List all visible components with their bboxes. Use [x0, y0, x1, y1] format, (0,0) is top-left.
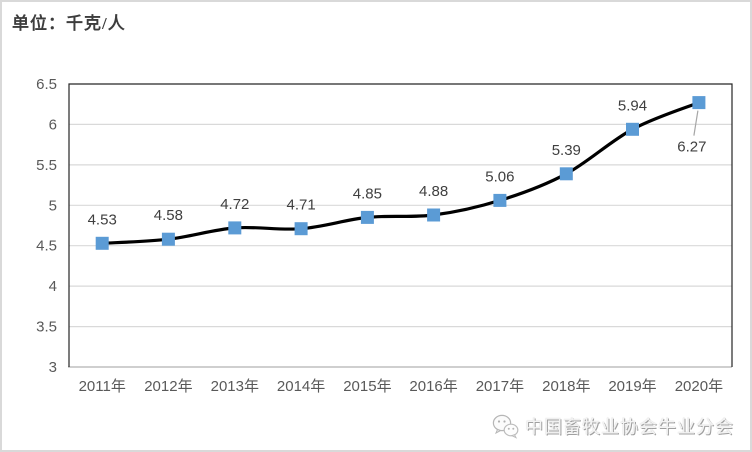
- data-point-marker: [360, 210, 374, 224]
- data-label: 4.71: [286, 197, 315, 214]
- plot-border: [68, 83, 733, 367]
- y-tick-label: 5.5: [36, 157, 57, 174]
- data-line: [100, 101, 701, 245]
- data-point-marker: [692, 96, 706, 110]
- y-tick-label: 5: [49, 197, 57, 214]
- data-label: 5.06: [485, 168, 514, 185]
- data-point-marker: [493, 193, 507, 207]
- wechat-icon: [492, 414, 519, 439]
- data-label: 6.27: [677, 139, 706, 156]
- chart-unit-label: 单位：千克/人: [12, 14, 126, 33]
- data-point-marker: [161, 232, 175, 246]
- data-point-marker: [294, 222, 308, 236]
- data-label: 4.72: [220, 196, 249, 213]
- x-tick-label: 2018年: [542, 378, 590, 395]
- data-label: 4.88: [419, 183, 448, 200]
- x-tick-label: 2020年: [675, 378, 723, 395]
- data-label: 4.53: [88, 211, 117, 228]
- y-tick-label: 4.5: [36, 238, 57, 255]
- y-tick-label: 6.5: [36, 76, 57, 93]
- data-label: 4.58: [154, 207, 183, 224]
- data-label: 4.85: [353, 185, 382, 202]
- x-tick-label: 2019年: [608, 378, 656, 395]
- x-tick-label: 2013年: [211, 378, 259, 395]
- data-label: 5.39: [552, 142, 581, 159]
- x-tick-label: 2011年: [79, 378, 126, 395]
- data-point-marker: [95, 236, 109, 250]
- x-tick-label: 2017年: [476, 378, 524, 395]
- x-tick-label: 2015年: [343, 378, 391, 395]
- y-tick-label: 6: [49, 116, 57, 133]
- data-label: 5.94: [618, 97, 647, 114]
- data-point-marker: [228, 221, 242, 235]
- data-point-marker: [626, 122, 639, 136]
- footer-text: 中国畜牧业协会牛业分会: [525, 417, 734, 437]
- data-point-marker: [427, 208, 441, 222]
- y-tick-label: 3.5: [36, 319, 57, 336]
- label-leader-line: [693, 110, 699, 136]
- data-point-marker: [559, 167, 573, 181]
- x-tick-label: 2014年: [277, 378, 325, 395]
- x-tick-label: 2012年: [144, 378, 192, 395]
- y-tick-label: 3: [49, 359, 57, 376]
- footer-watermark: 中国畜牧业协会牛业分会: [492, 413, 734, 439]
- x-tick-label: 2016年: [409, 378, 457, 395]
- y-tick-label: 4: [49, 278, 57, 295]
